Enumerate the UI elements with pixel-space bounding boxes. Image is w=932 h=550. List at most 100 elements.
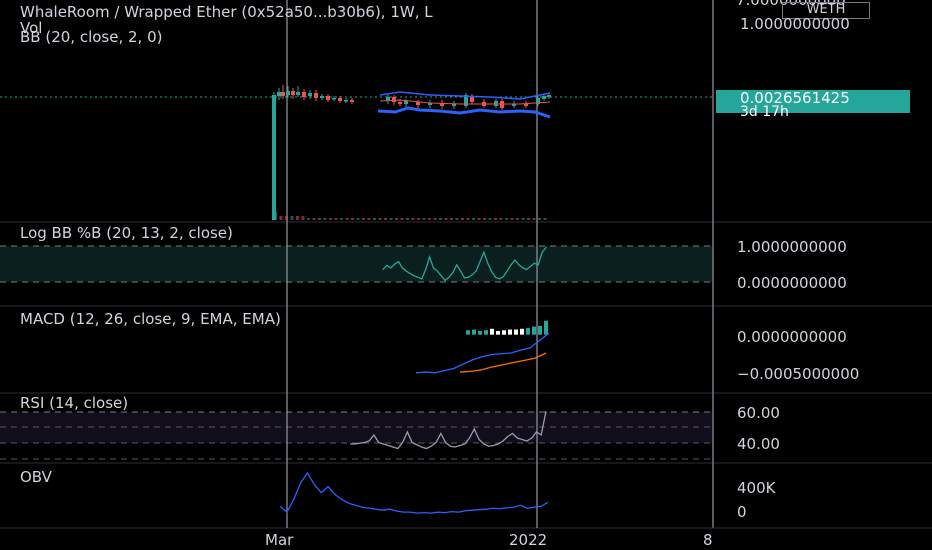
logbb-point-3 <box>394 263 396 265</box>
logbb-point-33 <box>510 264 512 266</box>
volume-bar-47 <box>532 218 536 220</box>
volume-bar-2 <box>285 216 288 220</box>
rsi-label: RSI (14, close) <box>20 394 129 412</box>
candle-body-2 <box>281 92 285 96</box>
candle-body-20 <box>428 103 432 105</box>
volume-bar-45 <box>521 218 525 220</box>
logbb-point-38 <box>529 265 532 267</box>
logbb-point-22 <box>467 276 469 278</box>
obv-label: OBV <box>20 468 52 486</box>
logbb-point-37 <box>525 268 528 271</box>
volume-bar-41 <box>499 218 503 220</box>
candle-body-31 <box>542 96 546 99</box>
macd-hist-bar-9 <box>520 328 524 335</box>
volume-bar-9 <box>323 218 327 220</box>
volume-bar-44 <box>516 218 519 220</box>
logbb-point-16 <box>444 279 446 282</box>
volume-bar-39 <box>488 218 492 220</box>
last-price-tag: 0.0026561425 3d 17h <box>716 90 910 119</box>
volume-bar-33 <box>455 218 459 220</box>
volume-bar-5 <box>301 216 305 220</box>
volume-bar-40 <box>494 218 497 220</box>
candle-body-17 <box>398 102 402 104</box>
macd-hist-bar-11 <box>532 326 536 335</box>
logbb-point-26 <box>483 251 485 253</box>
logbb-band <box>0 246 713 282</box>
logbb-point-12 <box>428 256 431 258</box>
bb-label: BB (20, close, 2, 0) <box>20 28 163 46</box>
volume-bar-38 <box>483 218 486 220</box>
volume-bar-18 <box>373 218 376 220</box>
volume-bar-13 <box>345 218 349 220</box>
volume-bar-14 <box>351 218 354 220</box>
volume-bar-24 <box>406 218 409 220</box>
price-tick-top: 1.0000000000 <box>740 15 850 33</box>
volume-bar-11 <box>334 218 338 220</box>
logbb-point-4 <box>397 261 400 263</box>
logbb-point-23 <box>471 274 473 276</box>
logbb-point-29 <box>494 276 497 278</box>
bb-upper-band <box>379 91 551 100</box>
candle-body-4 <box>291 91 295 95</box>
price-tick-top-partial: 7.0000000000 <box>736 0 846 9</box>
logbb-point-0 <box>382 268 384 271</box>
logbb-point-1 <box>386 264 388 267</box>
logbb-point-19 <box>456 264 458 266</box>
volume-bar-23 <box>400 218 404 220</box>
volume-bar-4 <box>296 216 299 220</box>
candle-body-9 <box>320 96 324 98</box>
candle-body-16 <box>392 97 396 102</box>
volume-bar-22 <box>395 218 398 220</box>
candle-body-7 <box>308 93 312 96</box>
volume-bar-27 <box>422 218 426 220</box>
bb-lower-band <box>377 106 551 119</box>
unit-button[interactable]: WETH <box>782 2 870 19</box>
logbb-point-28 <box>491 271 493 273</box>
signal-line <box>459 352 547 373</box>
candle-body-14 <box>350 100 354 102</box>
candle-body-6 <box>302 92 306 97</box>
logbb-point-32 <box>506 270 508 272</box>
candle-body-18 <box>404 101 408 104</box>
candle-body-23 <box>464 95 468 106</box>
volume-bar-16 <box>362 218 365 220</box>
volume-bar-34 <box>461 218 464 220</box>
rsi-tick-40: 40.00 <box>737 435 780 453</box>
volume-bar-42 <box>505 218 508 220</box>
candle-body-32 <box>547 95 551 97</box>
time-label-mar: Mar <box>265 531 294 549</box>
logbb-point-6 <box>405 270 407 272</box>
macd-hist-bar-3 <box>484 330 488 335</box>
candle-body-10 <box>326 96 330 100</box>
candle-body-24 <box>470 96 474 102</box>
macd-hist-bar-1 <box>472 329 476 335</box>
volume-bar-6 <box>307 218 310 220</box>
volume-bar-17 <box>367 218 371 220</box>
volume-label: Vol <box>20 19 43 37</box>
macd-hist-bar-6 <box>502 330 506 335</box>
volume-bar-7 <box>312 218 316 220</box>
candle-body-3 <box>286 91 290 95</box>
macd-hist-bar-8 <box>514 329 518 335</box>
volume-bar-12 <box>340 218 343 220</box>
logbb-tick-1: 1.0000000000 <box>737 238 847 256</box>
logbb-point-42 <box>545 246 547 249</box>
candle-body-22 <box>452 104 456 106</box>
candle-body-13 <box>344 100 348 102</box>
macd-hist-bar-10 <box>526 328 530 335</box>
volume-bar-36 <box>472 218 475 220</box>
logbb-point-15 <box>440 275 442 277</box>
volume-bar-8 <box>318 218 321 220</box>
logbb-point-27 <box>487 262 489 264</box>
chart-title: WhaleRoom / Wrapped Ether (0x52a50...b30… <box>20 3 433 21</box>
candle-body-28 <box>512 104 516 106</box>
macd-hist-bar-0 <box>466 330 470 335</box>
volume-bar-20 <box>384 218 387 220</box>
volume-bar-10 <box>329 218 332 220</box>
volume-bar-1 <box>279 216 283 220</box>
logbb-point-9 <box>417 276 419 278</box>
logbb-label: Log BB %B (20, 13, 2, close) <box>20 224 233 242</box>
logbb-point-34 <box>514 259 516 261</box>
logbb-point-18 <box>452 272 454 274</box>
